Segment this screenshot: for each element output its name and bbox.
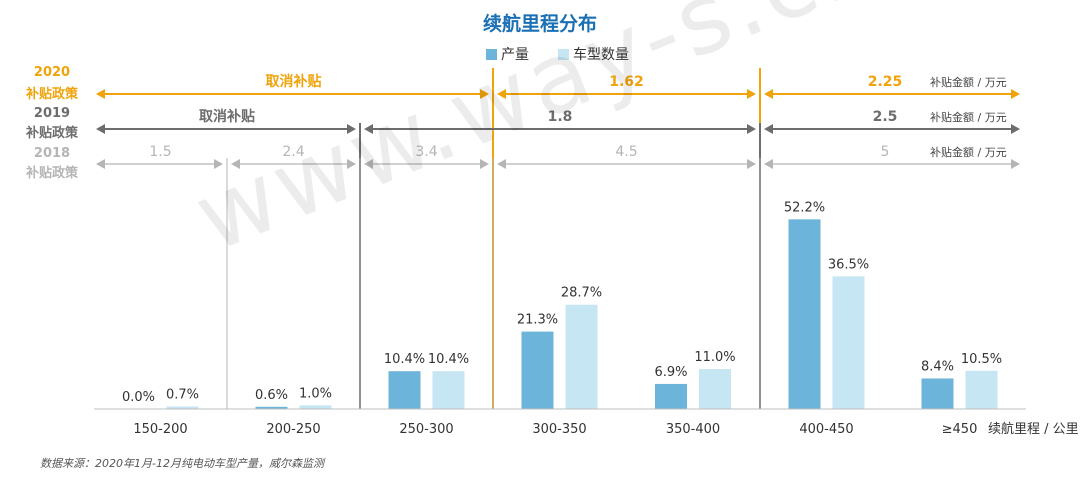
policy-unit-label: 补贴金额 / 万元 <box>930 145 1007 159</box>
data-label: 0.7% <box>166 387 199 402</box>
bar-production <box>388 371 421 409</box>
data-label: 6.9% <box>654 365 687 380</box>
x-tick-label: ≥450 <box>942 422 978 437</box>
policy-segment-label: 3.4 <box>415 144 437 160</box>
x-tick-label: 150-200 <box>133 422 187 437</box>
policy-arrow-head-left <box>764 159 773 169</box>
policy-arrow-head-left <box>364 124 373 134</box>
policy-segment-label: 取消补贴 <box>199 108 255 125</box>
policy-arrow-head-left <box>96 89 105 99</box>
policy-segment-label: 2.4 <box>282 144 304 160</box>
policy-arrow-head-right <box>1011 89 1020 99</box>
legend-label-production: 产量 <box>501 47 529 63</box>
bar-production <box>921 378 954 409</box>
x-axis-title: 续航里程 / 公里 <box>988 421 1079 437</box>
policy-arrow-head-left <box>764 89 773 99</box>
policy-arrow-head-right <box>747 159 756 169</box>
bar-production <box>788 219 821 409</box>
data-label: 28.7% <box>561 286 602 301</box>
policy-segment-label: 4.5 <box>615 144 637 160</box>
policy-year-label: 2019 <box>34 106 70 121</box>
bar-models <box>166 406 199 409</box>
policy-segment-label: 1.5 <box>149 144 171 160</box>
data-label: 1.0% <box>299 386 332 401</box>
policy-arrow-head-right <box>347 159 356 169</box>
policy-arrow-head-right <box>747 89 756 99</box>
data-label: 36.5% <box>828 257 869 272</box>
bar-models <box>965 370 998 409</box>
policy-arrow-head-left <box>497 89 506 99</box>
data-label: 11.0% <box>694 350 735 365</box>
legend: 产量 车型数量 <box>486 46 629 63</box>
policy-arrow-head-right <box>1011 159 1020 169</box>
policy-unit-label: 补贴金额 / 万元 <box>930 75 1007 89</box>
data-label: 0.6% <box>255 388 288 403</box>
policy-year-label: 2020 <box>34 65 70 80</box>
legend-label-models: 车型数量 <box>573 46 629 63</box>
policy-arrow-head-right <box>747 124 756 134</box>
policy-label: 补贴政策 <box>25 125 79 141</box>
bar-production <box>255 406 288 409</box>
policy-arrow-head-right <box>1011 124 1020 134</box>
data-label: 10.4% <box>428 352 469 367</box>
policy-arrow-head-right <box>347 124 356 134</box>
policy-segment-label: 5 <box>881 144 890 160</box>
policy-unit-label: 补贴金额 / 万元 <box>930 110 1007 124</box>
policy-arrow-head-left <box>96 159 105 169</box>
policy-label: 补贴政策 <box>25 86 79 102</box>
policy-arrow-head-right <box>480 89 489 99</box>
data-label: 10.4% <box>384 352 425 367</box>
policy-arrow-head-right <box>480 159 489 169</box>
data-label: 52.2% <box>784 200 825 215</box>
policy-arrow-head-left <box>231 159 240 169</box>
bar-models <box>432 371 465 409</box>
x-tick-label: 350-400 <box>666 422 720 437</box>
chart-title: 续航里程分布 <box>483 12 597 35</box>
x-tick-label: 200-250 <box>266 422 320 437</box>
policy-segment-label: 1.62 <box>609 74 644 90</box>
policy-segment-label: 2.25 <box>868 74 903 90</box>
legend-swatch-production <box>486 49 497 60</box>
policy-segment-label: 1.8 <box>548 109 573 125</box>
data-label: 8.4% <box>921 359 954 374</box>
bar-models <box>565 304 598 409</box>
policy-year-label: 2018 <box>34 146 70 161</box>
policy-segment-label: 2.5 <box>873 109 898 125</box>
source-note: 数据来源：2020年1月-12月纯电动车型产量，威尔森监测 <box>40 457 324 470</box>
x-tick-label: 400-450 <box>799 422 853 437</box>
bar-production <box>521 331 554 409</box>
policy-arrow-head-right <box>214 159 223 169</box>
legend-swatch-models <box>558 49 569 60</box>
data-label: 21.3% <box>517 313 558 328</box>
policy-arrow-head-left <box>96 124 105 134</box>
policy-arrow-head-left <box>764 124 773 134</box>
bar-production <box>655 383 687 409</box>
x-tick-label: 300-350 <box>532 422 586 437</box>
policy-segment-label: 取消补贴 <box>266 73 322 90</box>
data-label: 0.0% <box>122 390 155 405</box>
bar-models <box>299 405 332 409</box>
policy-arrow-head-left <box>364 159 373 169</box>
policy-arrow-head-left <box>497 159 506 169</box>
data-label: 10.5% <box>961 352 1002 367</box>
bar-models <box>699 369 731 409</box>
policy-label: 补贴政策 <box>25 165 79 181</box>
bar-models <box>832 276 865 409</box>
x-tick-label: 250-300 <box>399 422 453 437</box>
